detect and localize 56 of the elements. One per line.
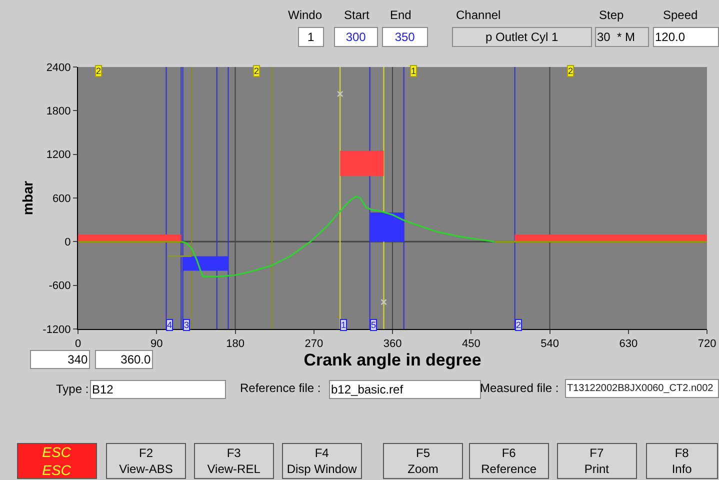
text: 120.0 <box>655 30 686 44</box>
text: 1 <box>308 30 314 44</box>
x-tick-label: 360 <box>383 338 402 350</box>
text: 360.0 <box>120 352 151 366</box>
annotation: 1 <box>411 66 416 76</box>
x-tick-label: 180 <box>226 338 244 350</box>
text: End <box>390 8 412 22</box>
x-tick-label: 90 <box>150 338 163 350</box>
text: F2 View-ABS <box>119 446 173 476</box>
annotation: 2 <box>568 66 574 76</box>
line-series <box>181 196 496 278</box>
annotation: 5 <box>371 320 376 330</box>
y-tick-label: 1800 <box>46 106 71 118</box>
text: Reference file : <box>240 381 321 395</box>
text: b12_basic.ref <box>331 382 404 396</box>
text: Measured file : <box>480 381 559 395</box>
text: B12 <box>92 382 114 396</box>
text: F5 Zoom <box>408 446 438 476</box>
annotation: 2 <box>254 66 260 76</box>
text: Windo <box>288 8 322 22</box>
x-tick-label: 720 <box>698 338 716 350</box>
x-tick-label: 0 <box>74 338 82 350</box>
x-tick-label: 450 <box>462 338 480 350</box>
y-tick-label: 1200 <box>46 149 71 162</box>
text: 30 * M <box>597 30 636 44</box>
annotation: 1 <box>341 320 346 330</box>
annotation: 2 <box>516 320 522 330</box>
y-tick-label: 600 <box>52 192 71 205</box>
text: Speed <box>663 8 698 22</box>
text: Step <box>599 8 624 22</box>
text: ESC ESC <box>42 444 72 478</box>
y-axis-title: mbar <box>19 180 36 216</box>
x-axis-title: Crank angle in degree <box>304 350 482 370</box>
text: Start <box>344 8 370 22</box>
y-tick-label: 2400 <box>46 62 71 74</box>
text: F8 Info <box>672 446 692 476</box>
x-tick-label: 540 <box>540 338 559 350</box>
text: F7 Print <box>584 446 610 476</box>
y-tick-label: -1200 <box>42 324 71 336</box>
x-tick-label: 630 <box>619 338 638 350</box>
text: 350 <box>394 30 416 44</box>
annotation: 4 <box>167 320 172 330</box>
annotation: 2 <box>96 66 102 76</box>
y-tick-label: 0 <box>64 236 71 249</box>
text: p Outlet Cyl 1 <box>485 30 559 44</box>
text: Channel <box>456 8 501 22</box>
y-tick-label: -600 <box>48 280 71 292</box>
text: F3 View-REL <box>207 446 261 476</box>
text: F6 Reference <box>481 446 537 476</box>
x-tick-label: 270 <box>304 338 324 350</box>
text: T13122002B8JX0060_CT2.n002 <box>567 383 714 394</box>
annotation: 3 <box>184 320 190 330</box>
text: F4 Disp Window <box>286 446 358 476</box>
text: 340 <box>68 352 88 366</box>
text: Type : <box>56 382 89 396</box>
text: 300 <box>346 30 366 44</box>
